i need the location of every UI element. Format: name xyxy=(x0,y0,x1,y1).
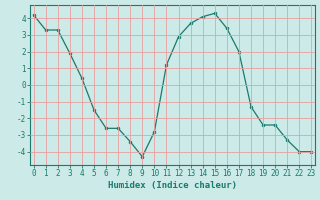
X-axis label: Humidex (Indice chaleur): Humidex (Indice chaleur) xyxy=(108,181,237,190)
